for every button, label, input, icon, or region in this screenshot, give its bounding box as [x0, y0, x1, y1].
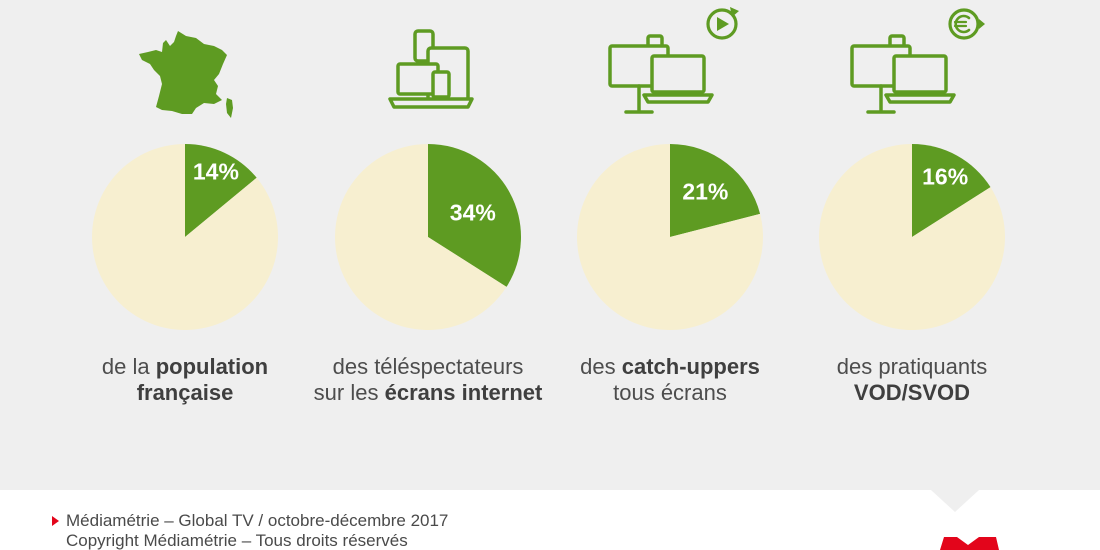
caption-regular-text: des pratiquants [836, 354, 988, 379]
pie-chart-catch-uppers: 21% [577, 144, 763, 330]
caption-bold-text: population [155, 354, 269, 379]
caption-bold-text: catch-uppers [621, 354, 760, 379]
data-label-percent: 21% [682, 178, 728, 204]
caption-line: française [45, 380, 325, 406]
bullet-arrow-icon [52, 516, 59, 526]
caption-vod-svod: des pratiquants VOD/SVOD [772, 354, 1052, 406]
caption-regular-text: des téléspectateurs [332, 354, 524, 379]
pie-slice-remainder [335, 144, 507, 330]
pie-slice-highlight [670, 144, 761, 237]
data-label-percent: 16% [922, 164, 968, 190]
caption-population: de la population française [45, 354, 325, 406]
caption-line: sur les écrans internet [288, 380, 568, 406]
pie-chart-population: 14% [92, 144, 278, 330]
caption-catch-uppers: des catch-uppers tous écrans [530, 354, 810, 406]
replay-play-icon [706, 7, 739, 40]
caption-line: des téléspectateurs [288, 354, 568, 380]
caption-line: VOD/SVOD [772, 380, 1052, 406]
caption-regular-text: des [580, 354, 622, 379]
vod-screens-icon [850, 8, 985, 114]
caption-line: des pratiquants [772, 354, 1052, 380]
pie-slice-remainder [819, 144, 1005, 330]
pie-chart-internet-screens: 34% [335, 144, 521, 330]
copyright-text: Copyright Médiamétrie – Tous droits rése… [66, 531, 408, 550]
caption-internet-screens: des téléspectateurs sur les écrans inter… [288, 354, 568, 406]
caption-line: tous écrans [530, 380, 810, 406]
caption-regular-text: de la [101, 354, 156, 379]
caption-regular-text: sur les [313, 380, 385, 405]
caption-regular-text: tous écrans [613, 380, 727, 405]
euro-play-icon [948, 8, 985, 40]
caption-bold-text: écrans internet [384, 380, 543, 405]
callout-tail [931, 490, 979, 512]
caption-line: de la population [45, 354, 325, 380]
mediametrie-logo [940, 537, 999, 550]
caption-bold-text: française [136, 380, 234, 405]
pie-slice-highlight [912, 144, 991, 237]
pie-slice-remainder [577, 144, 763, 330]
pie-chart-vod-svod: 16% [819, 144, 1005, 330]
catch-up-screens-icon [608, 7, 739, 114]
data-label-percent: 34% [450, 199, 496, 225]
caption-bold-text: VOD/SVOD [853, 380, 971, 405]
france-map-icon [139, 31, 233, 118]
devices-icon [388, 29, 474, 109]
pie-slice-remainder [92, 144, 278, 330]
pie-slice-highlight [185, 144, 257, 237]
data-label-percent: 14% [193, 158, 239, 184]
pie-slice-highlight [428, 144, 521, 287]
source-text: Médiamétrie – Global TV / octobre-décemb… [66, 511, 449, 530]
caption-line: des catch-uppers [530, 354, 810, 380]
